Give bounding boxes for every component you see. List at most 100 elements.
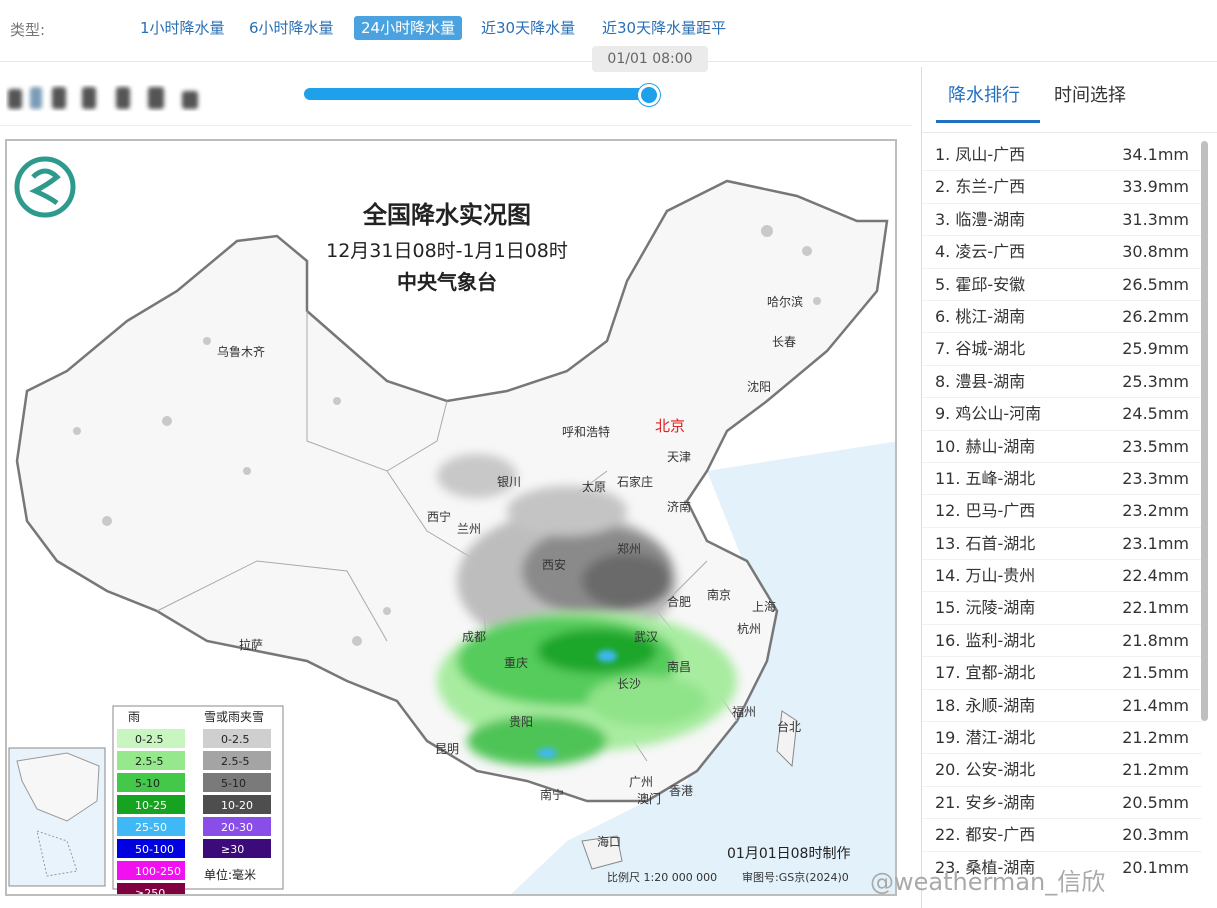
ranking-row[interactable]: 21. 安乡-湖南 20.5mm	[922, 786, 1202, 820]
ranking-row[interactable]: 19. 潜江-湖北 21.2mm	[922, 722, 1202, 755]
legend-label: 5-10	[221, 777, 246, 790]
legend-swatch	[117, 817, 185, 836]
city-label: 太原	[582, 479, 606, 494]
station-name: 11. 五峰-湖北	[935, 468, 1036, 488]
city-label: 合肥	[667, 594, 691, 609]
station-name: 13. 石首-湖北	[935, 533, 1036, 553]
ranking-row[interactable]: 7. 谷城-湖北 25.9mm	[922, 333, 1202, 366]
ranking-row[interactable]: 3. 临澧-湖南 31.3mm	[922, 203, 1202, 237]
map-subtitle: 12月31日08时-1月1日08时	[326, 240, 568, 262]
city-label: 贵阳	[509, 715, 533, 729]
station-name: 21. 安乡-湖南	[935, 792, 1036, 812]
legend-swatch	[203, 751, 271, 770]
legend-swatch	[203, 773, 271, 792]
map-agency: 中央气象台	[397, 270, 497, 294]
ranking-row[interactable]: 20. 公安-湖北 21.2mm	[922, 754, 1202, 787]
legend-label: 50-100	[135, 843, 174, 856]
legend-swatch	[117, 751, 185, 770]
station-name: 16. 监利-湖北	[935, 630, 1036, 650]
city-label: 海口	[597, 834, 621, 849]
station-name: 22. 都安-广西	[935, 825, 1036, 845]
station-name: 17. 宜都-湖北	[935, 663, 1036, 683]
legend-label: 20-30	[221, 821, 253, 834]
weibo-watermark: @weatherman_信欣	[870, 868, 1106, 896]
tab-24h-precip[interactable]: 24小时降水量	[354, 16, 463, 40]
tab-time-select[interactable]: 时间选择	[1054, 85, 1126, 106]
station-name: 6. 桃江-湖南	[935, 306, 1026, 326]
precip-value: 34.1mm	[1122, 145, 1189, 164]
station-name: 1. 凤山-广西	[935, 145, 1026, 164]
ranking-row[interactable]: 4. 凌云-广西 30.8mm	[922, 236, 1202, 269]
station-name: 7. 谷城-湖北	[935, 339, 1026, 359]
city-label: 天津	[667, 450, 691, 464]
tab-30d-precip[interactable]: 近30天降水量	[481, 19, 576, 37]
city-label: 石家庄	[617, 474, 653, 489]
city-label: 拉萨	[239, 637, 263, 652]
ranking-list: 1. 凤山-广西 34.1mm 2. 东兰-广西 33.9mm 3. 临澧-湖南 31.3…	[922, 139, 1202, 879]
ranking-row[interactable]: 1. 凤山-广西 34.1mm	[922, 139, 1202, 172]
ranking-row[interactable]: 8. 澧县-湖南 25.3mm	[922, 365, 1202, 399]
ranking-row[interactable]: 10. 赫山-湖南 23.5mm	[922, 430, 1202, 463]
ranking-row[interactable]: 14. 万山-贵州 22.4mm	[922, 560, 1202, 593]
map-title: 全国降水实况图	[362, 201, 531, 229]
ranking-row[interactable]: 11. 五峰-湖北 23.3mm	[922, 462, 1202, 496]
legend-swatch	[117, 883, 185, 894]
city-label: 上海	[752, 599, 776, 614]
legend-snow-title: 雪或雨夹雪	[204, 710, 264, 724]
precip-value: 26.2mm	[1122, 306, 1189, 326]
station-name: 23. 桑植-湖南	[935, 857, 1036, 877]
tab-30d-anomaly[interactable]: 近30天降水量距平	[602, 19, 727, 37]
station-name: 12. 巴马-广西	[935, 501, 1036, 521]
tab-1h-precip[interactable]: 1小时降水量	[140, 19, 225, 37]
city-label: 长春	[772, 335, 796, 349]
divider	[922, 132, 1217, 133]
time-slider-track[interactable]	[304, 88, 654, 100]
legend-swatch	[203, 839, 271, 858]
legend-label: 10-25	[135, 799, 167, 812]
time-slider-handle[interactable]	[638, 84, 660, 106]
station-name: 2. 东兰-广西	[935, 177, 1026, 197]
city-label: 香港	[669, 784, 693, 798]
ranking-row[interactable]: 23. 桑植-湖南 20.1mm	[922, 851, 1202, 879]
ranking-row[interactable]: 18. 永顺-湖南 21.4mm	[922, 689, 1202, 723]
ranking-row[interactable]: 5. 霍邱-安徽 26.5mm	[922, 268, 1202, 301]
legend-swatch	[203, 795, 271, 814]
made-time: 01月01日08时制作	[727, 846, 850, 862]
station-name: 5. 霍邱-安徽	[935, 274, 1026, 294]
precip-value: 21.2mm	[1122, 760, 1189, 780]
ranking-row[interactable]: 16. 监利-湖北 21.8mm	[922, 624, 1202, 658]
legend-label: 100-250	[135, 865, 181, 878]
precip-value: 26.5mm	[1122, 274, 1189, 294]
ranking-row[interactable]: 6. 桃江-湖南 26.2mm	[922, 300, 1202, 334]
precip-value: 21.2mm	[1122, 728, 1189, 748]
station-name: 19. 潜江-湖北	[935, 728, 1036, 748]
station-name: 18. 永顺-湖南	[935, 695, 1036, 715]
ranking-row[interactable]: 15. 沅陵-湖南 22.1mm	[922, 592, 1202, 625]
ranking-row[interactable]: 2. 东兰-广西 33.9mm	[922, 171, 1202, 204]
precip-value: 21.4mm	[1122, 695, 1189, 715]
tab-precip-ranking[interactable]: 降水排行	[948, 85, 1020, 106]
south-china-sea-inset	[8, 747, 106, 887]
city-label: 银川	[497, 475, 521, 489]
map-panel: 全国降水实况图 12月31日08时-1月1日08时 中央气象台 北京 天津 哈尔…	[0, 125, 912, 908]
ranking-row[interactable]: 12. 巴马-广西 23.2mm	[922, 495, 1202, 528]
city-label: 郑州	[617, 541, 641, 556]
precip-value: 22.1mm	[1122, 598, 1189, 618]
map-review-no: 审图号:GS京(2024)0	[742, 870, 849, 884]
legend-label: 10-20	[221, 799, 253, 812]
station-name: 14. 万山-贵州	[935, 566, 1036, 586]
legend-label: 25-50	[135, 821, 167, 834]
ranking-row[interactable]: 22. 都安-广西 20.3mm	[922, 819, 1202, 852]
tab-6h-precip[interactable]: 6小时降水量	[249, 19, 334, 37]
precip-value: 20.5mm	[1122, 792, 1189, 812]
legend-rain-title: 雨	[128, 710, 140, 724]
city-label: 西安	[542, 557, 566, 572]
scrollbar[interactable]	[1201, 141, 1208, 721]
city-label: 长沙	[617, 677, 641, 691]
ranking-row[interactable]: 9. 鸡公山-河南 24.5mm	[922, 398, 1202, 431]
ranking-row[interactable]: 17. 宜都-湖北 21.5mm	[922, 657, 1202, 690]
ranking-row[interactable]: 13. 石首-湖北 23.1mm	[922, 527, 1202, 561]
city-label: 北京	[655, 417, 685, 435]
city-label: 哈尔滨	[767, 294, 803, 309]
station-name: 9. 鸡公山-河南	[935, 404, 1042, 424]
